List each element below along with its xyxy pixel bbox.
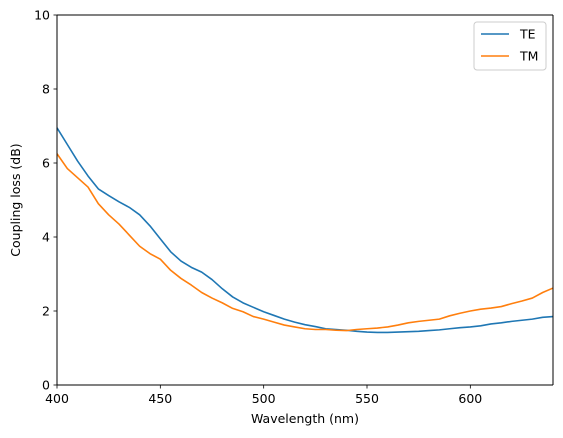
y-tick-label-10: 10 <box>34 8 50 23</box>
y-tick-label-4: 4 <box>42 230 50 245</box>
y-axis-ticks: 0 2 4 6 8 10 <box>34 8 57 393</box>
legend: TE TM <box>473 21 547 71</box>
series-line-te <box>56 127 554 334</box>
x-axis-label: Wavelength (nm) <box>251 411 359 426</box>
series-lines <box>56 127 554 334</box>
x-tick-label-450: 450 <box>148 391 172 406</box>
x-tick-label-550: 550 <box>355 391 379 406</box>
y-tick-label-8: 8 <box>42 82 50 97</box>
x-tick-label-500: 500 <box>252 391 276 406</box>
y-axis-label: Coupling loss (dB) <box>8 143 23 256</box>
series-line-tm <box>56 153 554 332</box>
x-tick-label-400: 400 <box>45 391 69 406</box>
x-axis-ticks: 400 450 500 550 600 <box>45 385 482 406</box>
plot-background <box>57 15 553 385</box>
y-tick-label-2: 2 <box>42 304 50 319</box>
x-tick-label-600: 600 <box>458 391 482 406</box>
legend-label-te: TE <box>519 27 536 42</box>
legend-label-tm: TM <box>519 49 538 64</box>
y-tick-label-0: 0 <box>42 378 50 393</box>
y-tick-label-6: 6 <box>42 156 50 171</box>
